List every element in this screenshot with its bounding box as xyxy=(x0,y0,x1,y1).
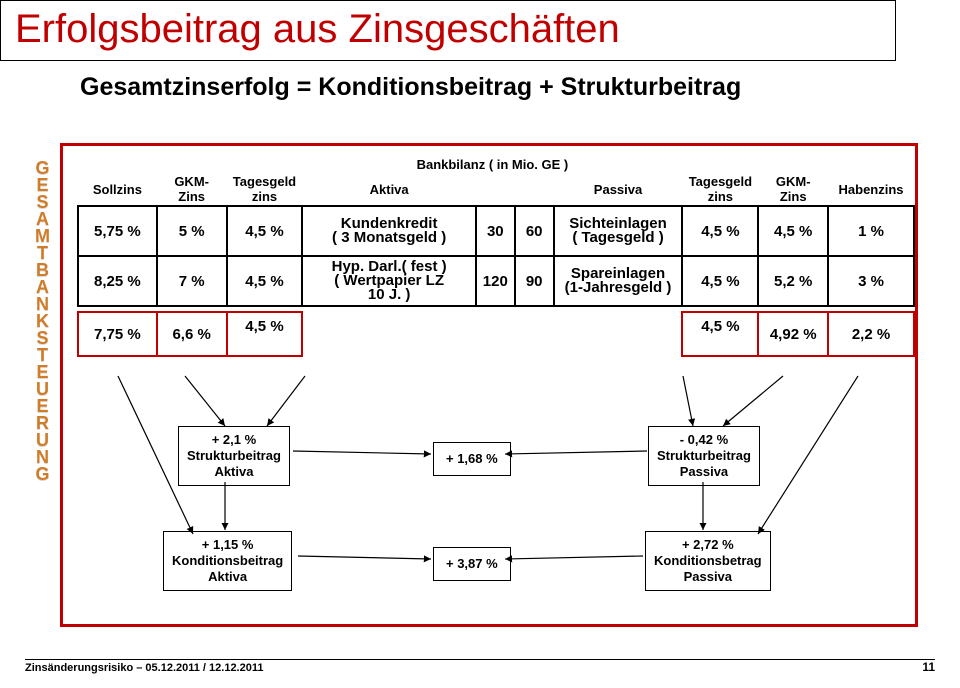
cell-tgr-1: 4,5 % xyxy=(682,256,758,306)
hdr-tagesgeld-right: Tagesgeldzins xyxy=(682,173,758,206)
sum-tgr: 4,5 % xyxy=(682,304,758,348)
cell-aktiva-text-0: Kundenkredit( 3 Monatsgeld ) xyxy=(302,206,475,256)
box-struktur-aktiva: + 2,1 %StrukturbeitragAktiva xyxy=(178,426,290,486)
cell-gkml-0: 5 % xyxy=(157,206,227,256)
cell-soll-1: 8,25 % xyxy=(78,256,157,306)
box-struktur-passiva: - 0,42 %StrukturbeitragPassiva xyxy=(648,426,760,486)
page-title: Erfolgsbeitrag aus Zinsgeschäften xyxy=(15,7,620,51)
cell-tgl-1: 4,5 % xyxy=(227,256,303,306)
hdr-sollzins: Sollzins xyxy=(78,173,157,206)
side-label-vertical: GESAMTBANKSTEUERUNG xyxy=(30,160,55,483)
hdr-habenzins: Habenzins xyxy=(828,173,914,206)
cell-passiva-num-0: 60 xyxy=(515,206,554,256)
balance-table: Bankbilanz ( in Mio. GE ) Sollzins GKM-Z… xyxy=(77,156,915,357)
title-box: Erfolgsbeitrag aus Zinsgeschäften xyxy=(0,0,896,61)
cell-aktiva-text-1: Hyp. Darl.( fest )( Wertpapier LZ10 J. ) xyxy=(302,256,475,306)
sum-gkml: 6,6 % xyxy=(157,312,227,356)
hdr-gkm-left: GKM-Zins xyxy=(157,173,227,206)
hdr-aktiva: Aktiva xyxy=(302,173,475,206)
hdr-tagesgeld-left: Tagesgeldzins xyxy=(227,173,303,206)
cell-gkmr-1: 5,2 % xyxy=(758,256,828,306)
page-footer: Zinsänderungsrisiko – 05.12.2011 / 12.12… xyxy=(25,659,935,674)
cell-hab-0: 1 % xyxy=(828,206,914,256)
cell-hab-1: 3 % xyxy=(828,256,914,306)
cell-aktiva-num-0: 30 xyxy=(476,206,515,256)
cell-passiva-text-0: Sichteinlagen( Tagesgeld ) xyxy=(554,206,683,256)
cell-tgl-0: 4,5 % xyxy=(227,206,303,256)
table-header-bankbilanz: Bankbilanz ( in Mio. GE ) xyxy=(302,156,682,173)
sum-gkmr: 4,92 % xyxy=(758,312,828,356)
box-mid-1: + 1,68 % xyxy=(433,442,511,476)
cell-tgr-0: 4,5 % xyxy=(682,206,758,256)
box-mid-2: + 3,87 % xyxy=(433,547,511,581)
cell-gkml-1: 7 % xyxy=(157,256,227,306)
hdr-passiva: Passiva xyxy=(554,173,683,206)
sum-tgl: 4,5 % xyxy=(227,304,303,348)
subtitle: Gesamtzinserfolg = Konditionsbeitrag + S… xyxy=(80,73,960,102)
cell-passiva-num-1: 90 xyxy=(515,256,554,306)
cell-passiva-text-1: Spareinlagen(1-Jahresgeld ) xyxy=(554,256,683,306)
cell-aktiva-num-1: 120 xyxy=(476,256,515,306)
page-number: 11 xyxy=(922,660,935,674)
main-diagram-frame: Bankbilanz ( in Mio. GE ) Sollzins GKM-Z… xyxy=(60,143,918,627)
box-kond-aktiva: + 1,15 %KonditionsbeitragAktiva xyxy=(163,531,292,591)
sum-hab: 2,2 % xyxy=(828,312,914,356)
cell-gkmr-0: 4,5 % xyxy=(758,206,828,256)
box-kond-passiva: + 2,72 %KonditionsbetragPassiva xyxy=(645,531,771,591)
sum-soll: 7,75 % xyxy=(78,312,157,356)
cell-soll-0: 5,75 % xyxy=(78,206,157,256)
hdr-gkm-right: GKM-Zins xyxy=(758,173,828,206)
